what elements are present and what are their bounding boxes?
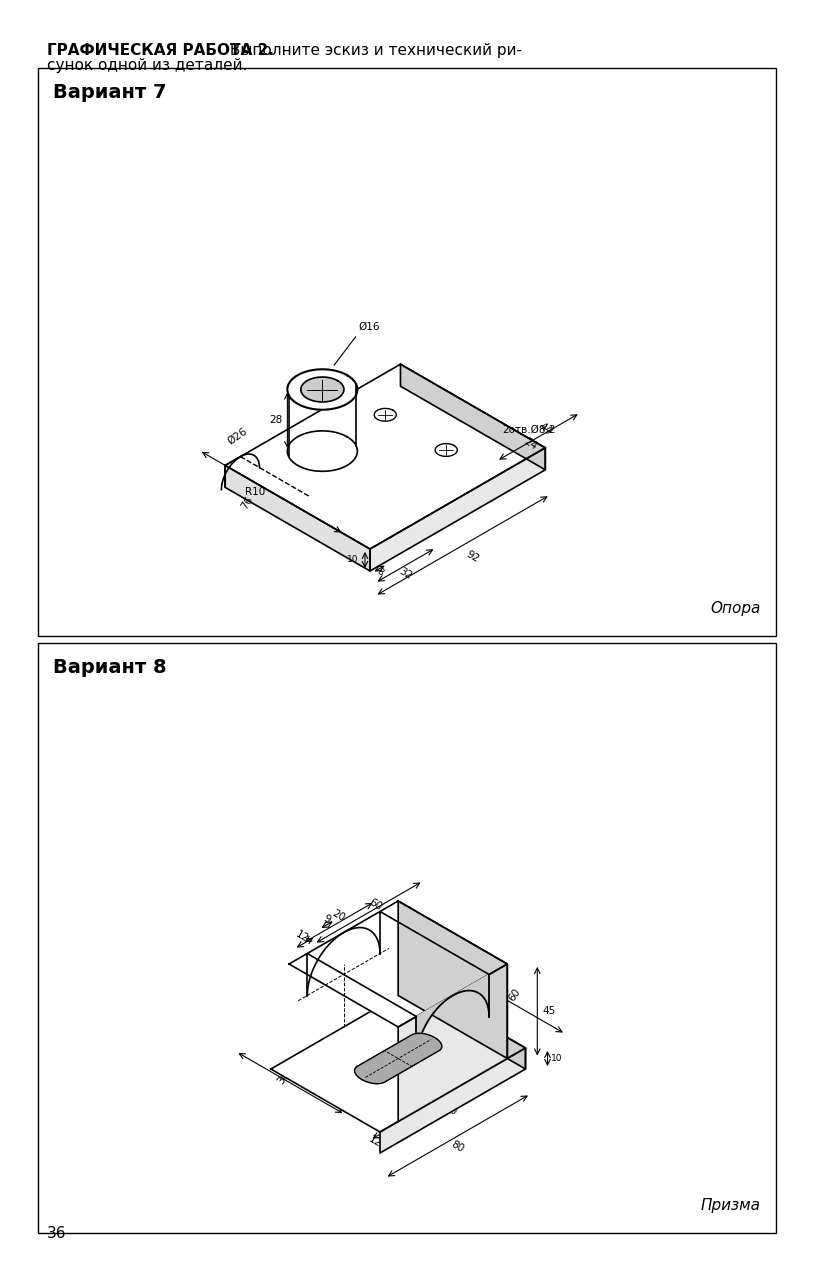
Text: 76: 76 [239,494,255,511]
Polygon shape [287,370,357,409]
Polygon shape [271,985,526,1132]
Text: 8: 8 [375,567,384,578]
Text: Выполните эскиз и технический ри-: Выполните эскиз и технический ри- [225,43,522,58]
Bar [38,643,776,1233]
Text: 28: 28 [269,416,282,426]
Text: 36: 36 [47,1227,66,1240]
Polygon shape [287,431,357,472]
Text: 30: 30 [276,1070,291,1087]
Text: Вариант 8: Вариант 8 [53,658,166,677]
Polygon shape [370,447,545,571]
Text: 92: 92 [464,549,481,564]
Text: R10: R10 [246,487,266,497]
Text: 12: 12 [294,929,310,944]
Text: 24: 24 [522,436,539,451]
Bar [38,69,776,636]
Text: 20: 20 [330,907,347,923]
Text: ГРАФИЧЕСКАЯ РАБОТА 2.: ГРАФИЧЕСКАЯ РАБОТА 2. [47,43,274,58]
Text: 60: 60 [507,986,523,1003]
Text: 10: 10 [458,1093,472,1107]
Text: 60: 60 [367,897,384,913]
Polygon shape [375,408,397,421]
Text: Опора: Опора [711,601,761,616]
Text: 45: 45 [543,1007,556,1017]
Polygon shape [225,465,370,571]
Text: Ø16: Ø16 [358,322,380,332]
Polygon shape [416,985,526,1069]
Polygon shape [401,365,545,470]
Text: R20: R20 [380,923,401,933]
Text: 2отв.Ø8,2: 2отв.Ø8,2 [503,426,557,435]
Text: 12: 12 [367,1134,384,1149]
Text: 10: 10 [347,555,358,564]
Polygon shape [380,1049,526,1153]
Polygon shape [301,377,344,402]
Text: 10: 10 [551,1054,562,1063]
Text: 30: 30 [442,1102,459,1117]
Polygon shape [225,365,545,549]
Text: Вариант 7: Вариант 7 [53,83,166,102]
Text: 80: 80 [450,1139,466,1154]
Polygon shape [435,444,457,456]
Text: сунок одной из деталей.: сунок одной из деталей. [47,58,247,72]
Polygon shape [398,901,508,1059]
Polygon shape [398,963,508,1121]
Text: Ø26: Ø26 [226,426,249,446]
Text: 44: 44 [537,421,553,437]
Text: 9: 9 [322,913,332,925]
Polygon shape [354,1033,441,1084]
Polygon shape [416,975,489,1059]
Text: Призма: Призма [701,1199,761,1213]
Text: 32: 32 [397,566,414,581]
Polygon shape [289,901,508,1027]
